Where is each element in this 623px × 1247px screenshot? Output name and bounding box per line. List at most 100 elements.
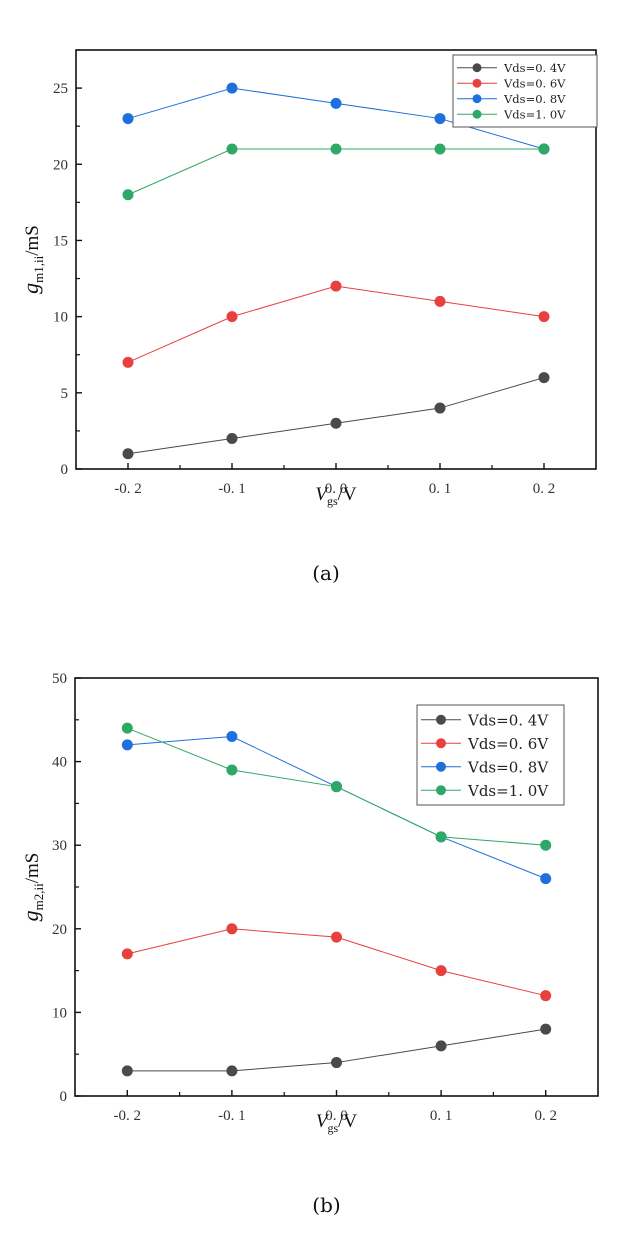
data-point (331, 931, 342, 943)
x-tick-label: -0. 2 (114, 1108, 142, 1124)
data-point (434, 143, 446, 155)
data-point (435, 1040, 447, 1052)
y-axis-title-sub: m1,ii (31, 255, 46, 282)
y-tick-label: 40 (52, 755, 67, 771)
x-axis-title-main: V (316, 1111, 330, 1132)
legend-label: Vds=0. 4V (467, 711, 549, 729)
data-point (540, 839, 552, 851)
data-point (435, 965, 447, 977)
y-tick-label: 5 (61, 386, 69, 402)
x-tick-label: 0. 0 (325, 1108, 348, 1124)
y-axis-title: gm2,ii/mS (18, 853, 46, 922)
data-point (330, 143, 342, 155)
legend-marker (436, 785, 446, 796)
y-tick-label: 25 (53, 81, 68, 97)
y-tick-label: 15 (53, 233, 68, 249)
x-axis-title: Vgs/V (315, 484, 357, 508)
data-point (226, 1065, 238, 1077)
data-point (330, 417, 342, 429)
x-tick-label: 0. 0 (325, 481, 348, 497)
x-tick-label: 0. 1 (430, 1108, 453, 1124)
legend-marker (436, 714, 446, 725)
series-line-2 (127, 285, 545, 363)
data-point (540, 873, 552, 885)
x-axis-title-unit: /V (338, 1111, 357, 1132)
data-point (331, 1057, 342, 1069)
data-point (226, 143, 238, 155)
y-tick-label: 50 (52, 671, 67, 687)
data-point (538, 311, 550, 323)
y-axis-title-unit: /mS (22, 853, 43, 884)
data-point (538, 372, 550, 384)
legend-label: Vds=1. 0V (503, 107, 566, 121)
data-point (540, 990, 552, 1002)
data-point (434, 113, 446, 125)
y-axis-title-main: g (18, 283, 43, 294)
data-point (538, 143, 550, 155)
legend-label: Vds=1. 0V (467, 782, 549, 800)
legend-marker (436, 761, 446, 772)
legend: Vds=0. 4V Vds=0. 6V Vds=0. 8V Vds=1. 0V (416, 704, 565, 806)
data-point (122, 189, 134, 201)
data-point (226, 311, 238, 323)
data-point (330, 280, 342, 292)
data-point (226, 731, 238, 743)
data-point (226, 82, 238, 94)
data-point (434, 402, 446, 414)
data-point (121, 948, 133, 960)
data-point (122, 448, 134, 460)
x-axis-title-main: V (315, 484, 329, 505)
y-axis-title: gm1,ii/mS (18, 225, 46, 294)
data-point (122, 113, 134, 125)
series-line-1 (127, 377, 545, 455)
data-point (226, 923, 238, 935)
legend-label: Vds=0. 6V (467, 735, 549, 753)
legend-marker (472, 63, 482, 73)
y-tick-label: 10 (52, 1005, 67, 1021)
data-point (330, 97, 342, 109)
data-point (331, 781, 342, 793)
x-tick-label: 0. 2 (534, 1108, 557, 1124)
y-axis-title-main: g (18, 910, 43, 921)
legend-marker (472, 78, 482, 88)
legend-label: Vds=0. 4V (503, 61, 566, 75)
y-tick-label: 20 (53, 157, 68, 173)
x-tick-label: -0. 1 (218, 1108, 246, 1124)
data-point (121, 1065, 133, 1077)
legend-label: Vds=0. 6V (503, 76, 566, 90)
y-axis-title-sub: m2,ii (31, 883, 46, 910)
panel-a: 0 5 10 15 20 25 -0. 2 -0. 1 0. 0 0. 1 0. 2 Vds=0. 4… (18, 49, 598, 585)
data-point (435, 831, 447, 843)
data-point (226, 764, 238, 776)
x-tick-label: 0. 2 (533, 481, 556, 497)
y-tick-label: 10 (53, 310, 68, 326)
x-axis-title-sub: gs (327, 494, 338, 508)
legend-marker (436, 738, 446, 749)
data-point (122, 356, 134, 368)
y-tick-label: 30 (52, 838, 67, 854)
x-axis-title: Vgs/V (316, 1111, 358, 1135)
x-tick-label: -0. 1 (218, 481, 246, 497)
legend-label: Vds=0. 8V (503, 92, 566, 106)
legend-marker (472, 94, 482, 104)
y-axis-title-unit: /mS (22, 225, 43, 256)
panel-b: 0 10 20 30 40 50 -0. 2 -0. 1 0. 0 0. 1 0. 2 Vds=0. … (18, 671, 599, 1217)
data-point (226, 433, 238, 445)
data-point (434, 295, 446, 307)
legend-label: Vds=0. 8V (467, 758, 549, 776)
panel-caption: (a) (312, 561, 340, 585)
data-point (540, 1023, 552, 1035)
panel-caption: (b) (312, 1193, 340, 1217)
legend-marker (472, 109, 482, 119)
data-point (121, 722, 133, 734)
y-tick-label: 20 (52, 922, 67, 938)
y-tick-label: 0 (61, 462, 69, 478)
data-point (121, 739, 133, 751)
series-line-4 (127, 148, 544, 196)
x-tick-label: -0. 2 (114, 481, 142, 497)
x-axis-title-unit: /V (338, 484, 357, 505)
x-tick-label: 0. 1 (429, 481, 452, 497)
x-axis-title-sub: gs (327, 1121, 338, 1135)
